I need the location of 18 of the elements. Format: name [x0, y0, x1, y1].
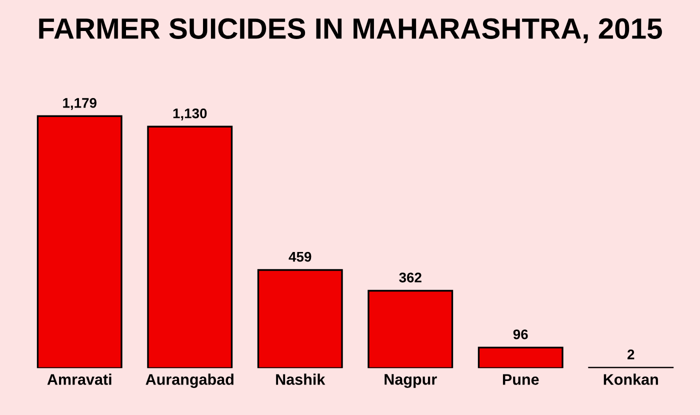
data-label: 1,179: [63, 98, 96, 110]
data-label: 1,130: [173, 108, 207, 120]
data-label: 362: [399, 272, 422, 282]
x-tick-label: Pune: [502, 374, 539, 385]
data-label: 459: [288, 252, 312, 262]
chart-title: FARMER SUICIDES IN MAHARASHTRA, 2015: [39, 18, 662, 44]
data-label: 96: [513, 329, 528, 340]
bar: [36, 115, 122, 368]
bar: [478, 346, 564, 368]
bar: [257, 269, 343, 368]
bar: [368, 290, 454, 368]
x-tick-label: Amravati: [47, 374, 112, 385]
x-tick-label: Konkan: [604, 374, 658, 385]
data-label: 2: [627, 350, 634, 360]
x-tick-label: Nagpur: [384, 374, 437, 388]
bar: [147, 126, 233, 368]
x-tick-label: Aurangabad: [146, 374, 234, 388]
x-tick-label: Nashik: [276, 374, 326, 385]
